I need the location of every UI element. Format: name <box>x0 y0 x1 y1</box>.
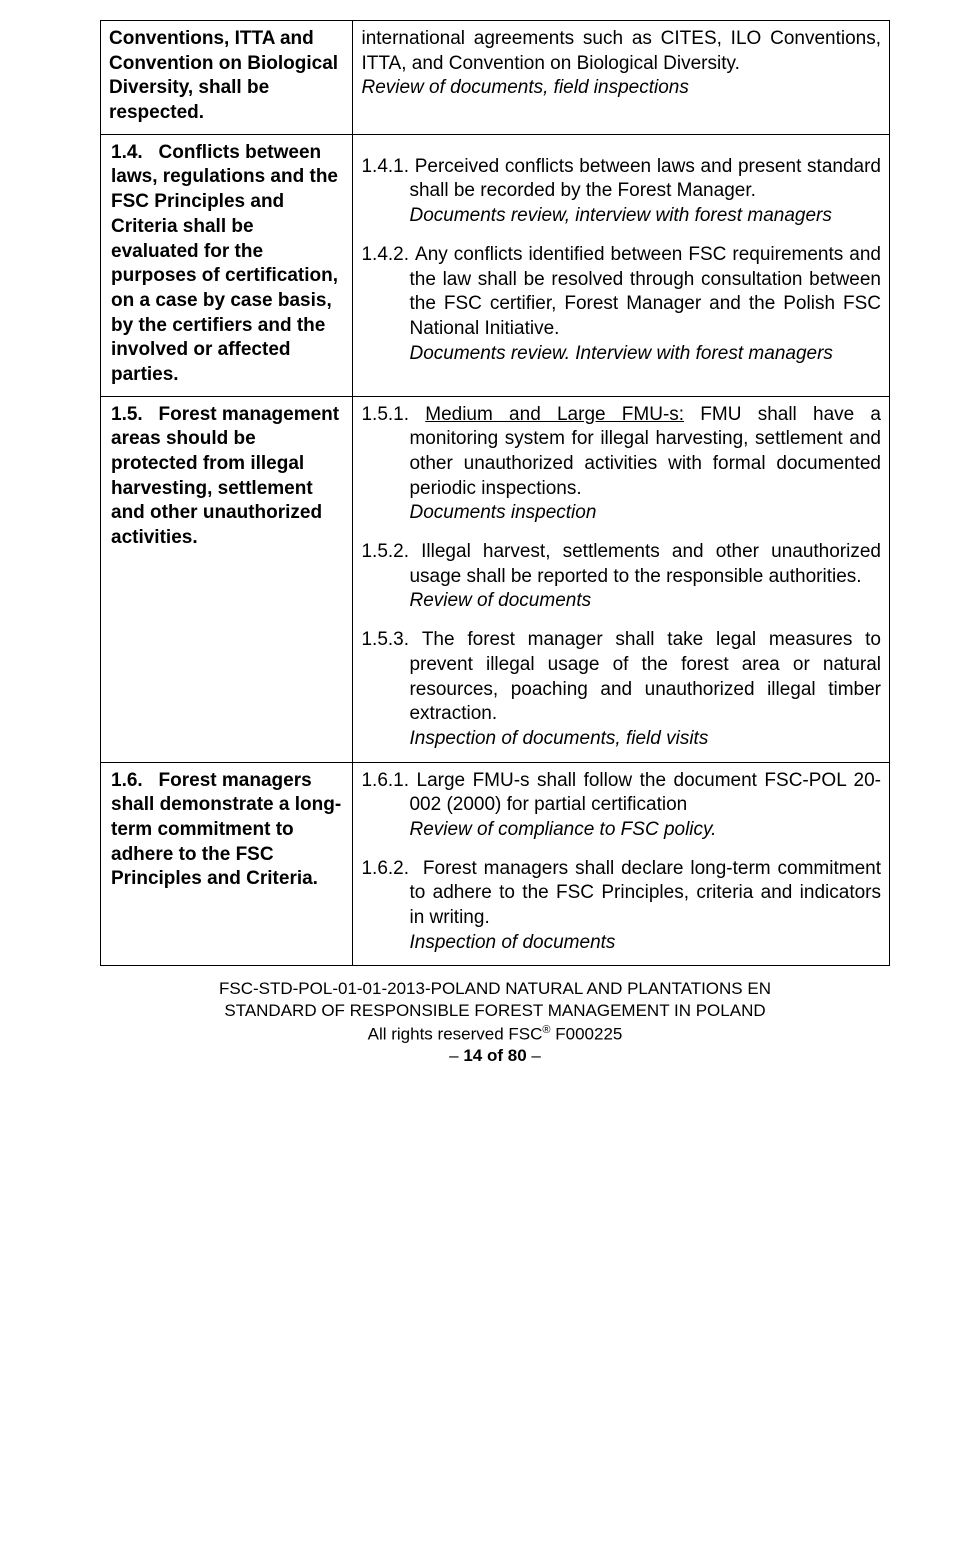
indicator-number: 1.6.2. <box>361 858 409 879</box>
indicator-number: 1.6.1. <box>361 770 409 791</box>
indicator-cell: 1.4.1. Perceived conflicts between laws … <box>353 134 890 396</box>
criterion-cell: 1.6. Forest managers shall demonstrate a… <box>101 762 353 966</box>
footer-line-1: FSC-STD-POL-01-01-2013-POLAND NATURAL AN… <box>100 978 890 1000</box>
criterion-cell: 1.5. Forest management areas should be p… <box>101 396 353 762</box>
table-row: 1.6. Forest managers shall demonstrate a… <box>101 762 890 966</box>
indicator-number: 1.5.3. <box>361 629 409 650</box>
indicator-number: 1.5.1. <box>361 404 409 425</box>
indicator-cell: international agreements such as CITES, … <box>353 21 890 135</box>
indicator-text: The forest manager shall take legal meas… <box>409 629 881 724</box>
evidence-text: Documents review. Interview with forest … <box>361 342 881 367</box>
criterion-text: Forest managers shall demonstrate a long… <box>111 770 341 890</box>
criterion-text: Conventions, ITTA and Convention on Biol… <box>109 28 338 123</box>
evidence-text: Inspection of documents <box>361 931 881 956</box>
indicator-text: Forest managers shall declare long-term … <box>409 858 881 928</box>
criterion-number: 1.5. <box>111 404 143 425</box>
page-footer: FSC-STD-POL-01-01-2013-POLAND NATURAL AN… <box>100 978 890 1067</box>
table-row: Conventions, ITTA and Convention on Biol… <box>101 21 890 135</box>
indicator-cell: 1.6.1. Large FMU-s shall follow the docu… <box>353 762 890 966</box>
indicator-text: Illegal harvest, settlements and other u… <box>409 541 881 587</box>
indicator-cell: 1.5.1. Medium and Large FMU-s: FMU shall… <box>353 396 890 762</box>
indicator-text: Perceived conflicts between laws and pre… <box>409 156 881 202</box>
evidence-text: Inspection of documents, field visits <box>361 727 881 752</box>
criterion-text: Forest management areas should be protec… <box>111 404 339 548</box>
criteria-table: Conventions, ITTA and Convention on Biol… <box>100 20 890 966</box>
footer-page-number: – 14 of 80 – <box>100 1045 890 1067</box>
indicator-number: 1.5.2. <box>361 541 409 562</box>
criterion-cell: 1.4. Conflicts between laws, regulations… <box>101 134 353 396</box>
criterion-text: Conflicts between laws, regulations and … <box>111 142 338 385</box>
criterion-number: 1.4. <box>111 142 143 163</box>
criterion-number: 1.6. <box>111 770 143 791</box>
criterion-cell: Conventions, ITTA and Convention on Biol… <box>101 21 353 135</box>
footer-line-3: All rights reserved FSC® F000225 <box>100 1023 890 1046</box>
footer-line-2: STANDARD OF RESPONSIBLE FOREST MANAGEMEN… <box>100 1000 890 1022</box>
indicator-text: Large FMU-s shall follow the document FS… <box>409 770 881 816</box>
indicator-lead: Medium and Large FMU-s: <box>425 404 684 425</box>
indicator-number: 1.4.2. <box>361 244 409 265</box>
indicator-number: 1.4.1. <box>361 156 409 177</box>
evidence-text: Review of documents <box>361 589 881 614</box>
indicator-text: Any conflicts identified between FSC req… <box>409 244 881 339</box>
indicator-text: international agreements such as CITES, … <box>361 27 881 76</box>
evidence-text: Documents inspection <box>361 501 881 526</box>
evidence-text: Documents review, interview with forest … <box>361 204 881 229</box>
table-row: 1.5. Forest management areas should be p… <box>101 396 890 762</box>
evidence-text: Review of compliance to FSC policy. <box>361 818 881 843</box>
table-row: 1.4. Conflicts between laws, regulations… <box>101 134 890 396</box>
evidence-text: Review of documents, field inspections <box>361 76 881 101</box>
